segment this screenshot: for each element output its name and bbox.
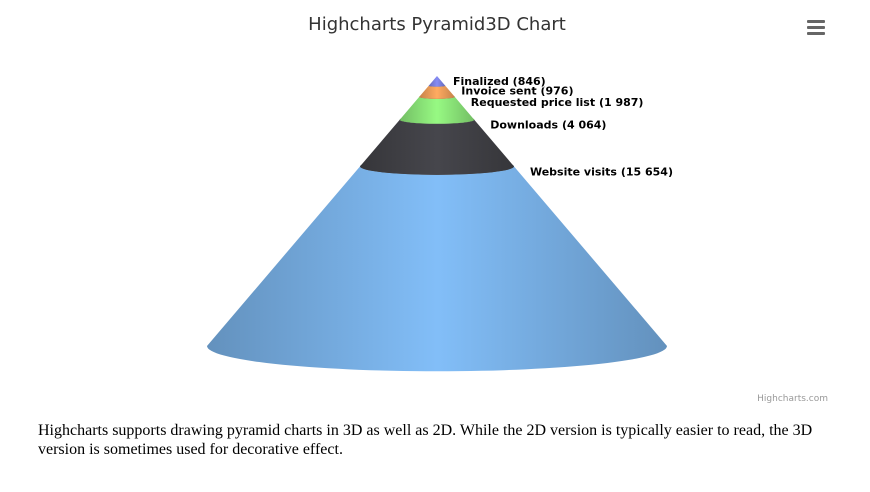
pyramid-segment <box>399 96 475 124</box>
pyramid-segment <box>428 76 446 87</box>
pyramid-segment <box>360 119 514 175</box>
data-label-value: (1 987) <box>599 96 644 109</box>
menu-bar <box>807 32 825 35</box>
data-label: Downloads (4 064) <box>490 119 606 132</box>
pyramid-segment <box>207 166 667 372</box>
data-label-value: (976) <box>540 85 573 98</box>
chart: Highcharts Pyramid3D Chart Highcharts.co… <box>207 14 828 404</box>
pyramid-segment <box>419 85 455 99</box>
data-label-value: (4 064) <box>562 119 607 132</box>
data-label-value: (15 654) <box>621 165 673 178</box>
data-label: Finalized (846) <box>453 75 546 88</box>
credits[interactable]: Highcharts.com <box>757 394 828 404</box>
data-label: Requested price list (1 987) <box>471 96 644 109</box>
data-label-name: Invoice sent <box>461 85 536 98</box>
chart-title: Highcharts Pyramid3D Chart <box>308 14 566 35</box>
data-label-value: (846) <box>513 75 546 88</box>
menu-button[interactable] <box>807 20 825 35</box>
caption: Highcharts supports drawing pyramid char… <box>38 422 813 458</box>
data-label-name: Website visits <box>530 165 617 178</box>
data-label: Website visits (15 654) <box>530 165 673 178</box>
data-label-name: Finalized <box>453 75 509 88</box>
data-label-name: Requested price list <box>471 96 595 109</box>
data-label-name: Downloads <box>490 119 558 132</box>
menu-bar <box>807 26 825 29</box>
menu-bar <box>807 20 825 23</box>
data-label: Invoice sent (976) <box>461 85 573 98</box>
